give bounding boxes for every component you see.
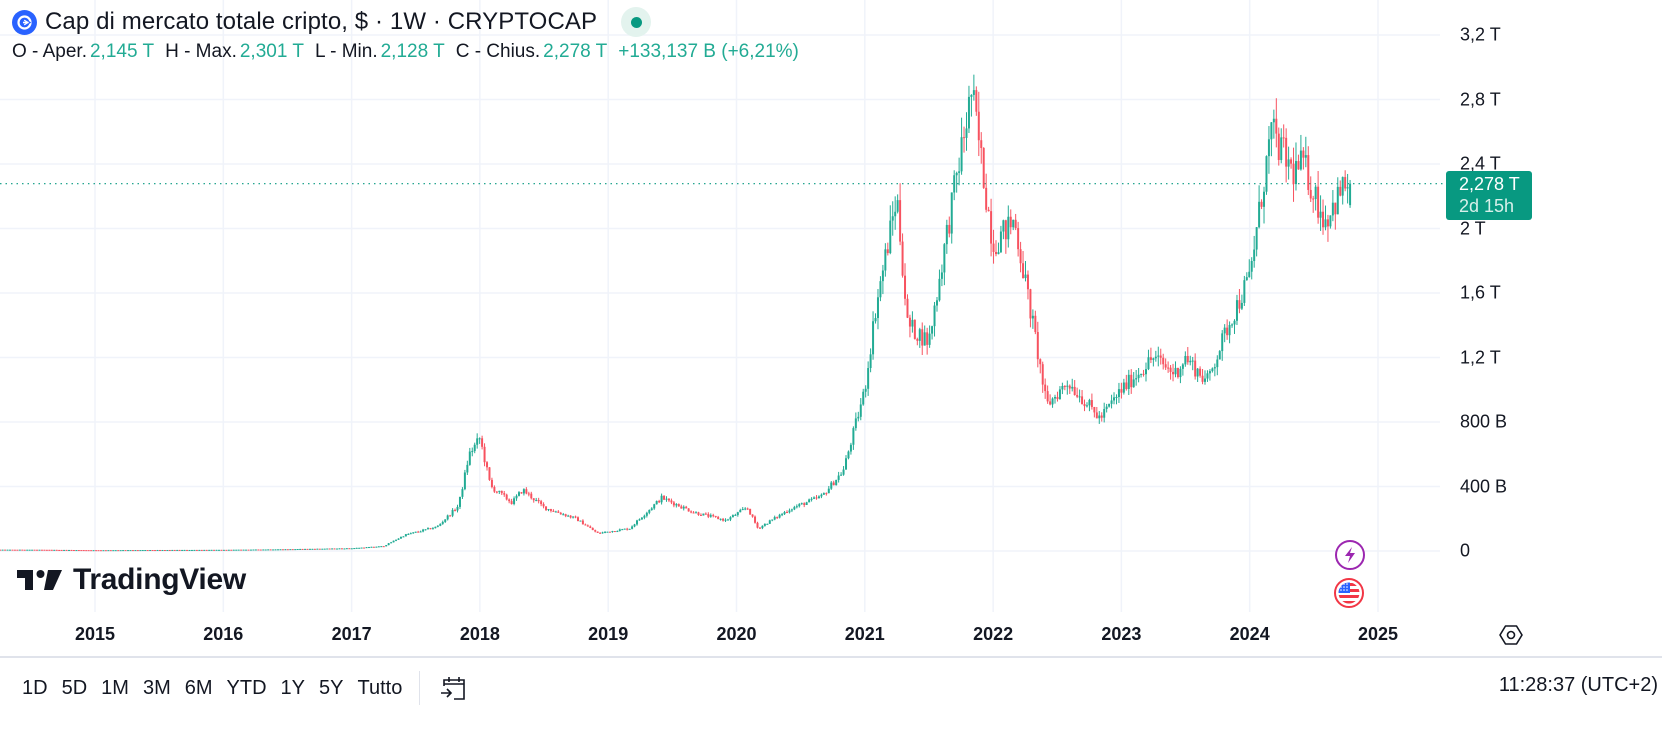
- symbol-title-row[interactable]: Cap di mercato totale cripto, $ · 1W · C…: [12, 6, 807, 38]
- tradingview-logo-text: TradingView: [73, 563, 246, 596]
- grid-lines: [0, 0, 1440, 612]
- price-axis-label: 400 B: [1460, 476, 1508, 496]
- price-axis-label: 2,8 T: [1460, 89, 1501, 109]
- range-button-5y[interactable]: 5Y: [319, 676, 344, 699]
- range-button-1d[interactable]: 1D: [22, 676, 48, 699]
- bottom-toolbar: 1D 5D 1M 3M 6M YTD 1Y 5Y Tutto: [0, 660, 1662, 716]
- chart-settings-icon[interactable]: [1498, 622, 1524, 648]
- market-open-dot-icon: [630, 16, 642, 28]
- range-button-1m[interactable]: 1M: [101, 676, 129, 699]
- close-label: C - Chius.: [455, 41, 541, 62]
- price-axis-label: 0: [1460, 540, 1471, 561]
- chart-legend: Cap di mercato totale cripto, $ · 1W · C…: [12, 6, 807, 63]
- open-label: O - Aper.: [12, 41, 87, 62]
- range-button-1y[interactable]: 1Y: [280, 676, 306, 699]
- range-button-3m[interactable]: 3M: [142, 676, 171, 699]
- tradingview-logo[interactable]: TradingView: [17, 563, 246, 597]
- time-axis-label: 2018: [459, 624, 500, 644]
- time-axis-label: 2017: [331, 624, 372, 644]
- lightning-event-icon[interactable]: [1335, 540, 1365, 570]
- time-axis-label: 2025: [1357, 624, 1399, 644]
- symbol-title: Cap di mercato totale cripto, $ · 1W · C…: [45, 8, 598, 35]
- candlestick-series: [0, 74, 1352, 552]
- price-axis-label: 2 T: [1460, 218, 1486, 238]
- close-value: 2,278 T: [543, 41, 608, 62]
- ohlc-values: O - Aper. 2,145 T H - Max. 2,301 T L - M…: [12, 41, 807, 63]
- range-button-5d[interactable]: 5D: [61, 676, 88, 699]
- range-button-ytd[interactable]: YTD: [226, 676, 267, 699]
- us-flag-economic-event-icon[interactable]: [1334, 578, 1364, 608]
- high-label: H - Max.: [165, 41, 237, 62]
- price-axis-label: 800 B: [1460, 411, 1508, 432]
- last-price-value: 2,278 T: [1459, 174, 1520, 194]
- high-value: 2,301 T: [239, 41, 304, 62]
- time-axis-label: 2023: [1101, 624, 1142, 644]
- price-chart[interactable]: [0, 0, 1662, 656]
- time-axis-label: 2019: [588, 624, 629, 644]
- clock-timezone[interactable]: 11:28:37 (UTC+2): [1498, 674, 1658, 696]
- time-axis-label: 2016: [203, 624, 244, 644]
- time-axis-label: 2022: [973, 624, 1014, 644]
- low-value: 2,128 T: [380, 41, 445, 62]
- market-status-indicator[interactable]: [621, 7, 652, 37]
- time-axis-label: 2021: [844, 624, 885, 644]
- range-button-6m[interactable]: 6M: [184, 676, 213, 699]
- last-price-tag: 2,278 T 2d 15h: [1446, 171, 1532, 220]
- bar-countdown: 2d 15h: [1459, 196, 1515, 216]
- change-value: +133,137 B (+6,21%): [618, 41, 799, 62]
- crypto-total-market-cap-icon: [12, 9, 37, 35]
- price-axis-label: 2,4 T: [1460, 153, 1501, 174]
- toolbar-divider: [0, 656, 1662, 658]
- time-axis-label: 2020: [716, 624, 757, 644]
- low-label: L - Min.: [314, 41, 378, 62]
- calendar-goto-icon: [441, 677, 466, 700]
- range-button-all[interactable]: Tutto: [357, 676, 403, 699]
- go-to-date-button[interactable]: [438, 672, 470, 704]
- open-value: 2,145 T: [89, 41, 155, 62]
- price-axis-label: 1,2 T: [1460, 347, 1501, 367]
- price-axis-label: 1,6 T: [1460, 282, 1501, 303]
- price-axis-label: 3,2 T: [1460, 24, 1501, 45]
- toolbar-separator: [419, 671, 421, 705]
- tradingview-logo-icon: [17, 570, 62, 590]
- time-axis-label: 2024: [1229, 624, 1270, 644]
- time-axis-label: 2015: [74, 624, 116, 644]
